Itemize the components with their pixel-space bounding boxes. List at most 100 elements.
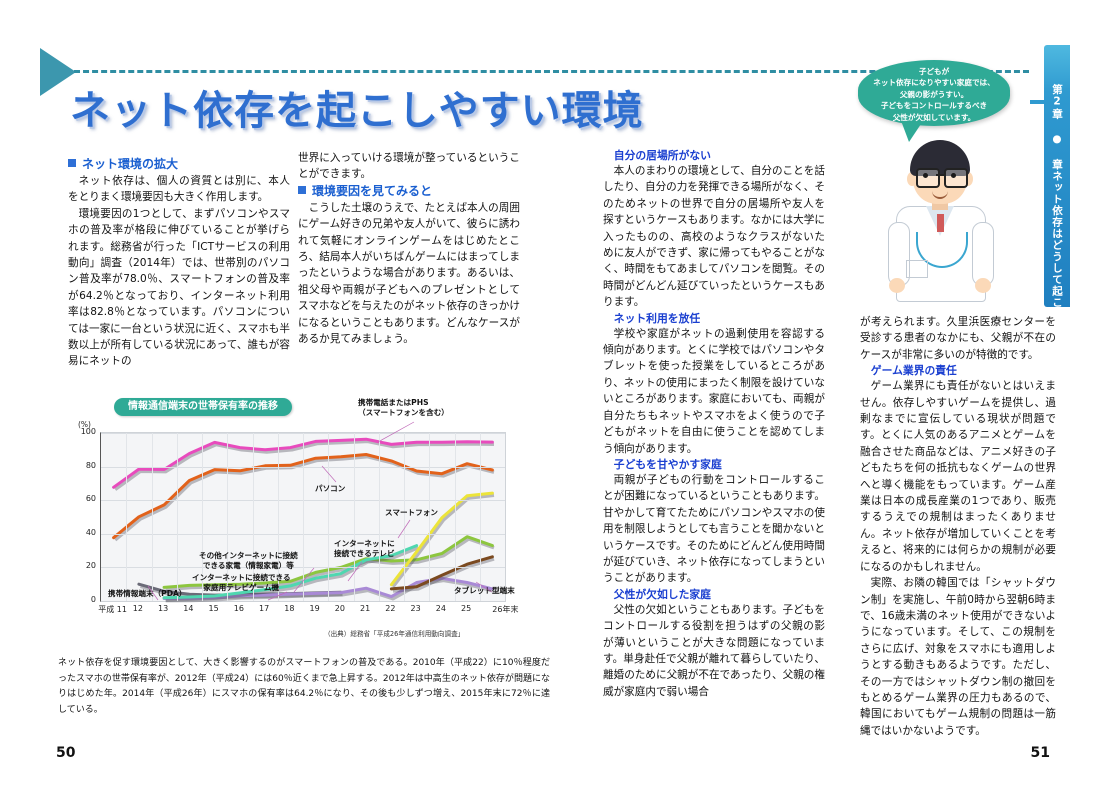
speech-bubble <box>858 60 1010 126</box>
chart-vertical-gridline <box>479 433 481 601</box>
chart-y-tick-label: 100 <box>80 427 96 436</box>
chart-series-shadow <box>165 546 419 602</box>
title-dashed-rule <box>74 70 1029 73</box>
chart-x-tick-label: 21 <box>360 604 371 613</box>
chart-vertical-gridline <box>176 433 178 601</box>
col3-paragraph-1: 本人のまわりの環境として、自分のことを話したり、自分の力を発揮できる場所がなく、… <box>603 165 825 309</box>
chart-x-tick-label: 17 <box>259 604 270 613</box>
col1-paragraph-1: ネット依存は、個人の資質とは別に、本人をとりまく環境要因も大きく作用します。 <box>68 175 290 204</box>
chart-x-tick-label: 18 <box>284 604 295 613</box>
title-arrow-icon <box>40 48 76 96</box>
chart-x-tick-label: 22 <box>385 604 396 613</box>
chart-y-tick-label: 20 <box>85 561 96 571</box>
col3-heading-3: 子どもを甘やかす家庭 <box>613 457 722 471</box>
chart-series-line <box>389 555 494 591</box>
col4-heading-1: ゲーム業界の責任 <box>870 364 957 378</box>
annotation-internet-tv-line2: 接続できるテレビ <box>334 549 395 558</box>
annotation-internet-tv-line1: インターネットに <box>334 539 395 548</box>
annotation-mobile-phone-line2: （スマートフォンを含む） <box>358 408 449 417</box>
bubble-line-1: 子どもが <box>918 67 950 76</box>
chart-vertical-gridline <box>429 433 431 601</box>
chart-x-tick-label: 20 <box>334 604 345 613</box>
chart-y-tick-label: 0 <box>90 595 96 604</box>
text-column-4: が考えられます。久里浜医療センターを受診する患者のなかにも、父親が不在のケースが… <box>860 314 1056 739</box>
chart-y-axis-unit: (%) <box>78 420 91 429</box>
chart-series-shadow <box>165 578 495 603</box>
chart-vertical-gridline <box>378 433 380 601</box>
chart-x-tick-label: 23 <box>410 604 421 613</box>
doctor-neck <box>932 200 948 210</box>
text-column-1: ネット環境の拡大 ネット依存は、個人の資質とは別に、本人をとりまく環境要因も大き… <box>68 156 290 370</box>
chart-y-tick-label: 60 <box>85 494 96 504</box>
annotation-game-console-line1: インターネットに接続できる <box>192 573 291 582</box>
chart-x-tick-label: 26年末 <box>492 605 519 614</box>
text-column-2: 世界に入っていける環境が整っているということができます。 環境要因を見てみると … <box>298 150 520 347</box>
annotation-other-appliance-line2: できる家電（情報家電）等 <box>202 561 294 570</box>
chart-x-tick-label: 19 <box>309 604 320 613</box>
doctor-pocket <box>906 260 928 278</box>
annotation-game-console: インターネットに接続できる 家庭用テレビゲーム機 <box>192 573 291 593</box>
chart-series-shadow <box>392 557 495 593</box>
doctor-mouth <box>932 190 948 199</box>
chart-figure: 情報通信端末の世帯保有率の推移 (%) 0 20 40 60 80 100 平成 11 12… <box>62 396 548 648</box>
chart-vertical-gridline <box>151 433 153 601</box>
doctor-hand-right <box>975 278 991 293</box>
chart-vertical-gridline <box>353 433 355 601</box>
col3-paragraph-4: 父性の欠如ということもあります。子どもをコントロールする役割を担うはずの父親の影… <box>603 603 825 698</box>
text-column-3: 自分の居場所がない 本人のまわりの環境として、自分のことを話したり、自分の力を発… <box>603 148 825 700</box>
square-bullet-icon <box>298 185 306 194</box>
doctor-eye-right <box>951 173 956 178</box>
figure-caption: ネット依存を促す環境要因として、大きく影響するのがスマートフォンの普及である。2… <box>58 658 550 715</box>
doctor-eye-left <box>923 173 928 178</box>
chart-vertical-gridline <box>252 433 254 601</box>
col3-paragraph-3: 両親が子どもの行動をコントロールすることが困難になっているということもあります。… <box>603 473 825 585</box>
annotation-mobile-phone-line1: 携帯電話またはPHS <box>358 398 429 407</box>
chart-x-tick-label: 16 <box>233 604 244 613</box>
chart-series-shadow <box>114 455 495 542</box>
doctor-ear-right <box>963 172 973 186</box>
chart-vertical-gridline <box>328 433 330 601</box>
col2-paragraph-2: こうした土壌のうえで、たとえば本人の周囲にゲーム好きの兄弟や友人がいて、彼らに誘… <box>298 201 520 346</box>
bubble-line-4: 子どもをコントロールするべき <box>880 101 988 111</box>
chart-x-tick-label: 25 <box>461 604 472 613</box>
chart-title: 情報通信端末の世帯保有率の推移 <box>114 398 292 416</box>
side-tab-notch <box>1030 100 1046 104</box>
chart-x-tick-label: 14 <box>183 604 194 613</box>
chapter-side-tab-label: 第2章 ● 章ネット依存はどうして起こるか <box>1051 84 1063 332</box>
chart-vertical-gridline <box>277 433 279 601</box>
chart-series-shadow <box>114 439 495 491</box>
col1-paragraph-2: 環境要因の1つとして、まずパソコンやスマホの普及率が格段に伸びていることが挙げら… <box>68 207 290 368</box>
doctor-arm-right <box>972 222 994 286</box>
chart-series-line <box>162 544 419 600</box>
glasses-icon-right <box>944 168 968 188</box>
page-title: ネット依存を起こしやすい環境 <box>70 88 644 134</box>
col2-paragraph-1: 世界に入っていける環境が整っているということができます。 <box>298 152 520 181</box>
annotation-internet-tv: インターネットに 接続できるテレビ <box>334 539 395 559</box>
chart-source-note: （出典）総務省「平成26年通信利用動向調査」 <box>324 630 465 638</box>
chart-x-tick-label: 12 <box>132 604 143 613</box>
col2-heading: 環境要因を見てみると <box>298 183 520 200</box>
annotation-mobile-phone: 携帯電話またはPHS （スマートフォンを含む） <box>358 398 449 418</box>
chart-series-shadow <box>165 537 495 592</box>
col1-heading: ネット環境の拡大 <box>68 156 290 173</box>
chart-x-tick-label: 15 <box>208 604 219 613</box>
col4-paragraph-2: 実際、お隣の韓国では「シャットダウン制」を実施し、午前0時から翌朝6時まで、16… <box>860 577 1056 737</box>
col3-heading-2: ネット利用を放任 <box>613 311 701 325</box>
col4-paragraph-1: ゲーム業界にも責任がないとはいえません。依存しやすいゲームを提供し、過剰なまでに… <box>860 380 1056 573</box>
chart-x-tick-label: 24 <box>435 604 446 613</box>
chart-y-tick-label: 40 <box>85 527 96 537</box>
square-bullet-icon <box>68 159 76 167</box>
chart-vertical-gridline <box>303 433 304 601</box>
annotation-game-console-line2: 家庭用テレビゲーム機 <box>203 583 280 592</box>
annotation-smartphone: スマートフォン <box>385 508 438 517</box>
chart-vertical-gridline <box>404 433 405 601</box>
col3-paragraph-2: 学校や家庭がネットの過剰使用を容認する傾向があります。とくに学校ではパソコンやタ… <box>603 327 825 455</box>
chart-vertical-gridline <box>126 433 128 601</box>
doctor-illustration <box>880 140 1000 302</box>
speech-bubble-text: 子どもが ネット依存になりやすい家庭では、 父親の影がうすい。 子どもをコントロ… <box>858 66 1010 123</box>
annotation-tablet: タブレット型端末 <box>454 586 515 595</box>
chart-x-tick-label: 平成 11 <box>98 605 127 614</box>
chapter-side-tab <box>1044 45 1070 307</box>
chart-series-shadow <box>391 493 495 588</box>
